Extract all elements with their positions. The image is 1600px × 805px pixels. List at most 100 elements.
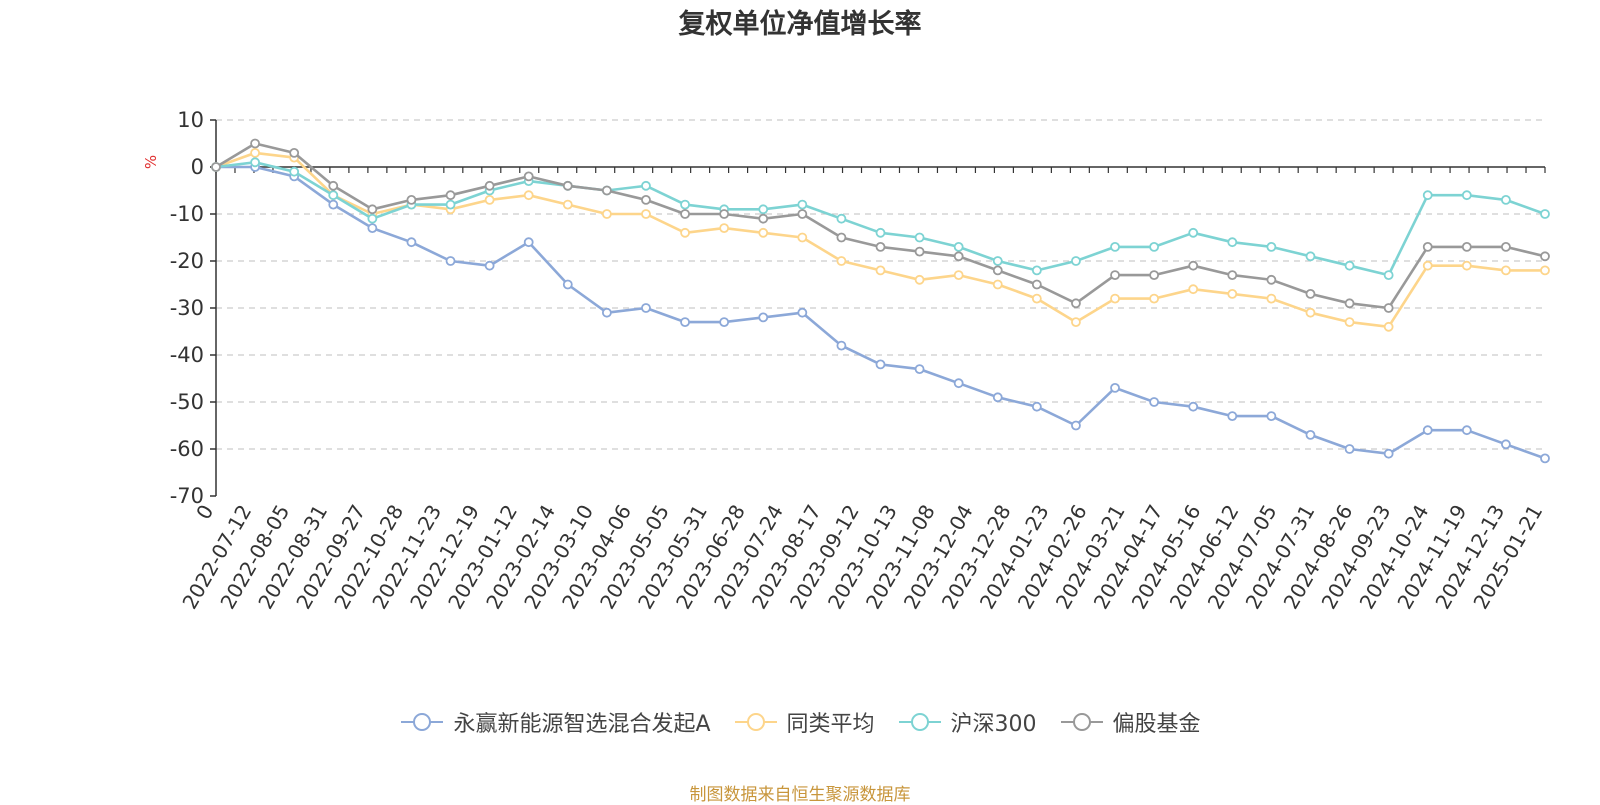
data-point <box>1383 270 1394 281</box>
series-line <box>215 161 1546 277</box>
series-3 <box>211 157 1550 281</box>
data-point <box>1501 194 1511 205</box>
series-1 <box>211 162 1550 464</box>
data-point <box>797 199 808 210</box>
y-tick-label: -70 <box>170 484 204 508</box>
data-point <box>992 279 1003 290</box>
data-point <box>797 232 808 243</box>
data-point <box>1149 293 1160 304</box>
x-tick-label: 0 <box>191 501 218 524</box>
data-point <box>328 180 339 191</box>
data-point <box>719 223 730 234</box>
legend-label: 沪深300 <box>950 712 1037 737</box>
data-point <box>601 209 612 219</box>
legend-line-circle-icon <box>898 713 941 731</box>
data-point <box>953 270 964 281</box>
data-point <box>1031 401 1042 412</box>
data-point <box>367 204 378 215</box>
data-point <box>1422 190 1433 201</box>
data-point <box>1305 288 1316 299</box>
data-point <box>1540 209 1550 219</box>
data-point <box>953 378 964 389</box>
y-tick-label: -40 <box>170 343 204 367</box>
series-lines <box>211 138 1550 464</box>
data-point <box>1344 444 1355 454</box>
data-point <box>680 199 690 210</box>
data-point <box>836 340 847 351</box>
data-point <box>562 199 573 210</box>
y-tick-label: -50 <box>170 390 204 414</box>
data-point <box>562 279 573 290</box>
data-point <box>445 199 456 210</box>
data-point <box>601 185 612 196</box>
data-point <box>1266 274 1277 285</box>
data-point <box>1266 241 1277 252</box>
data-point <box>836 232 847 243</box>
data-point <box>1227 270 1238 281</box>
data-point <box>562 180 573 191</box>
data-point <box>992 265 1003 276</box>
data-point <box>601 307 612 318</box>
data-point <box>1383 448 1394 459</box>
data-point <box>875 265 886 276</box>
legend-item[interactable]: 沪深300 <box>897 706 1037 738</box>
y-tick-label: -10 <box>170 202 204 226</box>
line-chart: 100-10-20-30-40-50-60-70%02022-07-122022… <box>142 108 1550 613</box>
data-point <box>1031 293 1042 304</box>
data-point <box>1383 303 1394 313</box>
data-point <box>1422 241 1433 252</box>
data-point <box>914 232 925 243</box>
data-point <box>1227 288 1238 299</box>
data-point <box>1149 270 1160 281</box>
data-point <box>680 209 690 219</box>
data-point <box>875 241 886 252</box>
data-point <box>1540 251 1550 262</box>
data-point <box>328 190 339 201</box>
data-point <box>289 147 300 158</box>
data-point <box>1266 411 1277 422</box>
data-point <box>992 256 1003 266</box>
y-tick-label: 0 <box>191 155 204 179</box>
data-point <box>1461 425 1472 436</box>
data-point <box>1071 298 1081 309</box>
data-point <box>1071 256 1081 266</box>
data-point <box>914 246 925 257</box>
data-point <box>992 392 1003 403</box>
y-axis-unit: % <box>142 155 160 169</box>
data-point <box>445 256 456 266</box>
data-point <box>836 256 847 266</box>
legend: 永赢新能源智选混合发起A 同类平均 沪深300 偏股基金 <box>0 706 1600 738</box>
data-point <box>758 312 769 323</box>
legend-item[interactable]: 偏股基金 <box>1059 706 1201 738</box>
data-point <box>1031 279 1042 290</box>
data-point <box>719 209 730 219</box>
legend-label: 同类平均 <box>786 712 875 737</box>
data-point <box>1149 241 1160 252</box>
data-point <box>641 194 651 205</box>
data-point <box>1227 237 1238 248</box>
data-point <box>797 307 808 318</box>
data-point <box>836 213 847 224</box>
y-tick-label: -30 <box>170 296 204 320</box>
legend-label: 永赢新能源智选混合发起A <box>453 712 711 737</box>
data-point <box>445 190 456 201</box>
legend-item[interactable]: 同类平均 <box>733 706 875 738</box>
axis-labels: 100-10-20-30-40-50-60-70%02022-07-122022… <box>142 108 1547 613</box>
data-point <box>1110 293 1120 304</box>
data-point <box>719 317 730 328</box>
data-point <box>367 223 378 234</box>
y-tick-label: -20 <box>170 249 204 273</box>
legend-line-circle-icon <box>1060 713 1103 731</box>
data-point <box>406 194 417 205</box>
data-point <box>641 180 651 191</box>
data-point <box>1188 227 1199 238</box>
data-point <box>289 166 300 177</box>
data-point <box>758 204 769 215</box>
legend-item[interactable]: 永赢新能源智选混合发起A <box>399 706 711 738</box>
data-point <box>250 138 260 149</box>
data-point <box>484 260 495 271</box>
data-point <box>367 213 378 224</box>
data-point <box>1031 265 1042 276</box>
data-point <box>328 199 339 210</box>
data-point <box>1344 260 1355 271</box>
